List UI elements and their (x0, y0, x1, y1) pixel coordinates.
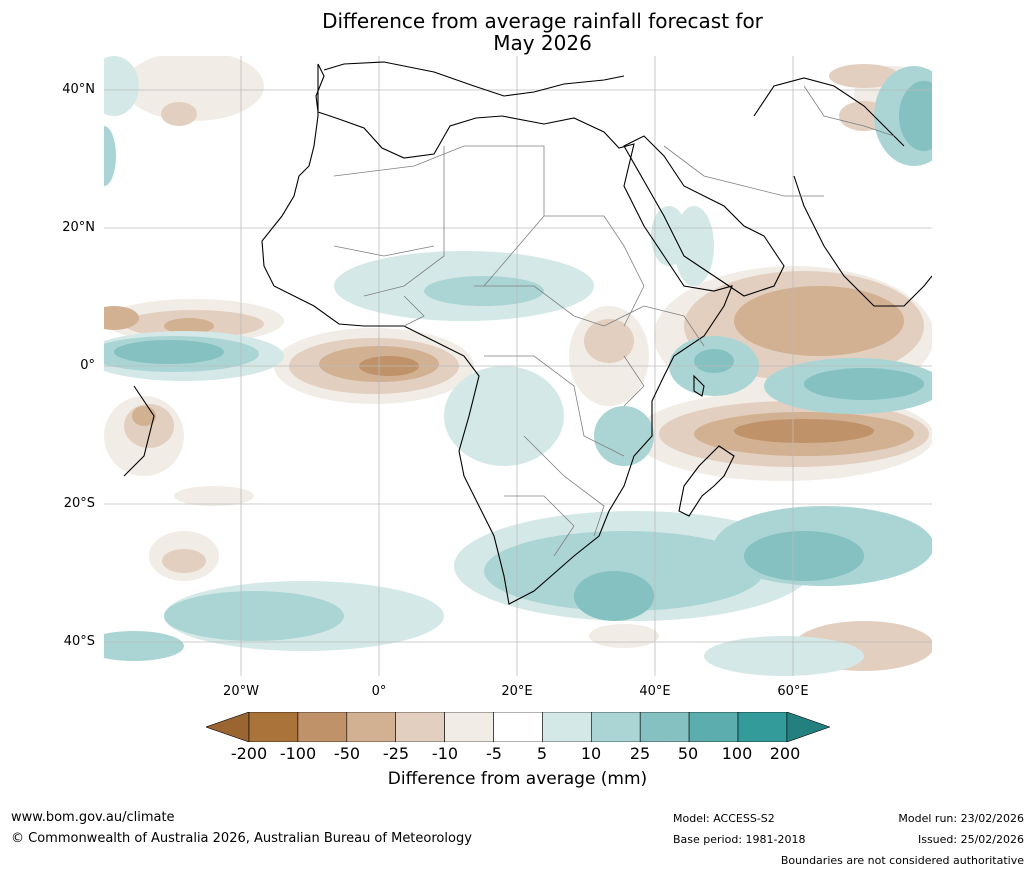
lat-label-20n: 20°N (62, 220, 95, 235)
colorbar-segment (590, 712, 641, 742)
lon-label-20e: 20°E (501, 684, 533, 699)
colorbar-tick: -50 (333, 744, 361, 763)
copyright-text: © Commonwealth of Australia 2026, Austra… (11, 831, 472, 846)
colorbar-over-arrow (786, 712, 830, 742)
base-period: Base period: 1981-2018 (673, 833, 806, 846)
lon-label-0: 0° (371, 684, 387, 699)
colorbar-segment (395, 712, 445, 742)
lon-label-40e: 40°E (639, 684, 671, 699)
gridlines (104, 56, 932, 676)
colorbar-tick: -200 (230, 744, 268, 763)
coastlines (123, 61, 932, 605)
colorbar-segment (346, 712, 397, 742)
colorbar-segment (688, 712, 739, 742)
colorbar-segment (542, 712, 592, 742)
colorbar-tick: 10 (580, 744, 602, 763)
issued-date: Issued: 25/02/2026 (917, 833, 1024, 846)
lat-label-40s: 40°S (63, 634, 95, 649)
colorbar-tick: 25 (629, 744, 651, 763)
chart-title: Difference from average rainfall forecas… (0, 10, 1035, 54)
colorbar-segment (444, 712, 494, 742)
colorbar-tick: -25 (382, 744, 410, 763)
colorbar-tick: 50 (677, 744, 699, 763)
colorbar-label: Difference from average (mm) (387, 769, 648, 789)
colorbar (206, 712, 830, 742)
lon-label-60e: 60°E (777, 684, 809, 699)
colorbar-segment (297, 712, 348, 742)
boundaries-disclaimer: Boundaries are not considered authoritat… (780, 854, 1024, 867)
colorbar-segment (737, 712, 788, 742)
lat-label-0: 0° (80, 358, 95, 373)
map-canvas (104, 56, 932, 676)
lat-label-40n: 40°N (62, 82, 95, 97)
lon-label-20w: 20°W (223, 684, 259, 699)
colorbar-segment (248, 712, 299, 742)
model-name: Model: ACCESS-S2 (673, 812, 775, 825)
colorbar-tick: 100 (721, 744, 753, 763)
model-run-date: Model run: 23/02/2026 (898, 812, 1024, 825)
colorbar-tick: -100 (279, 744, 317, 763)
colorbar-tick: -10 (431, 744, 459, 763)
colorbar-tick: 200 (769, 744, 801, 763)
title-line-1: Difference from average rainfall forecas… (322, 9, 763, 33)
rainfall-anomaly-map (104, 56, 932, 676)
colorbar-tick: 5 (536, 744, 548, 763)
title-line-2: May 2026 (493, 31, 592, 55)
colorbar-under-arrow (206, 712, 250, 742)
country-borders (333, 85, 895, 557)
lat-label-20s: 20°S (63, 496, 95, 511)
colorbar-segment (493, 712, 543, 742)
colorbar-tick: -5 (486, 744, 502, 763)
colorbar-segment (639, 712, 690, 742)
website-link[interactable]: www.bom.gov.au/climate (11, 810, 175, 825)
